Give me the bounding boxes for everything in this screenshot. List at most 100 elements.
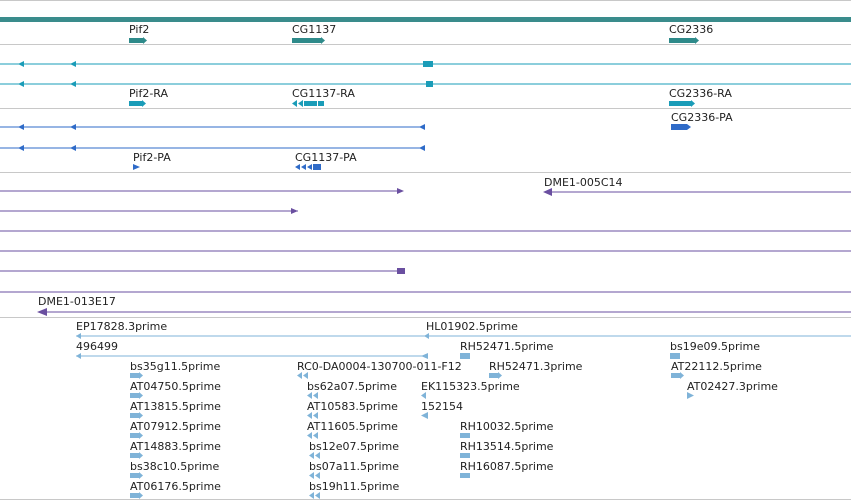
est-label[interactable]: RH10032.5prime	[460, 420, 554, 433]
est-feature[interactable]	[307, 432, 312, 439]
est-label[interactable]: bs62a07.5prime	[307, 380, 397, 393]
cds-label[interactable]: CG2336-PA	[671, 111, 733, 124]
est-label[interactable]: AT14883.5prime	[130, 440, 221, 453]
transcript-label[interactable]: CG2336-RA	[669, 87, 732, 100]
cds-feature[interactable]	[687, 124, 691, 130]
gene-feature[interactable]	[695, 37, 699, 44]
est-label[interactable]: EK115323.5prime	[421, 380, 520, 393]
est-label[interactable]: AT10583.5prime	[307, 400, 398, 413]
est-label[interactable]: RH13514.5prime	[460, 440, 554, 453]
est-label[interactable]: HL01902.5prime	[426, 320, 518, 333]
est-feature[interactable]	[671, 373, 680, 378]
est-feature[interactable]	[307, 392, 312, 399]
transcript-feature[interactable]	[129, 101, 142, 106]
est-feature[interactable]	[680, 372, 684, 379]
est-feature[interactable]	[315, 452, 320, 459]
gene-feature[interactable]	[669, 38, 695, 43]
est-feature[interactable]	[421, 392, 426, 399]
cds-feature[interactable]	[133, 164, 140, 170]
est-feature[interactable]	[139, 492, 143, 499]
cds-feature[interactable]	[313, 164, 321, 170]
gene-label[interactable]: Pif2	[129, 23, 150, 36]
est-label[interactable]: 152154	[421, 400, 463, 413]
est-label[interactable]: AT07912.5prime	[130, 420, 221, 433]
est-feature[interactable]	[130, 393, 139, 398]
transcript-feature[interactable]	[298, 100, 303, 107]
transcript-feature[interactable]	[304, 101, 317, 106]
est-feature[interactable]	[421, 412, 428, 419]
est-feature[interactable]	[309, 452, 314, 459]
est-label[interactable]: AT11605.5prime	[307, 420, 398, 433]
transcript-feature[interactable]	[292, 100, 297, 107]
est-feature[interactable]	[139, 452, 143, 459]
est-feature[interactable]	[315, 472, 320, 479]
cds-feature[interactable]	[295, 164, 300, 170]
est-label[interactable]: RH52471.3prime	[489, 360, 583, 373]
est-feature[interactable]	[315, 492, 320, 499]
est-label[interactable]: AT02427.3prime	[687, 380, 778, 393]
transcript-block[interactable]	[426, 81, 433, 87]
transcript-feature[interactable]	[318, 101, 324, 106]
est-feature[interactable]	[309, 472, 314, 479]
cds-label[interactable]: Pif2-PA	[133, 151, 171, 164]
est-feature[interactable]	[670, 353, 680, 359]
est-feature[interactable]	[130, 373, 139, 378]
est-label[interactable]: RH52471.5prime	[460, 340, 554, 353]
est-feature[interactable]	[139, 412, 143, 419]
est-feature[interactable]	[303, 372, 308, 379]
est-feature[interactable]	[489, 373, 498, 378]
est-label[interactable]: 496499	[76, 340, 118, 353]
est-feature[interactable]	[307, 412, 312, 419]
est-label[interactable]: EP17828.3prime	[76, 320, 168, 333]
est-label[interactable]: RC0-DA0004-130700-011-F12	[297, 360, 462, 373]
est-feature[interactable]	[130, 433, 139, 438]
est-feature[interactable]	[460, 473, 470, 478]
est-feature[interactable]	[130, 453, 139, 458]
cds-feature[interactable]	[301, 164, 306, 170]
est-feature[interactable]	[139, 392, 143, 399]
est-label[interactable]: AT06176.5prime	[130, 480, 221, 493]
est-label[interactable]: bs35g11.5prime	[130, 360, 221, 373]
est-feature[interactable]	[460, 433, 470, 438]
transcript-block[interactable]	[423, 61, 433, 67]
transcript-feature[interactable]	[669, 101, 691, 106]
gene-feature[interactable]	[143, 37, 147, 44]
est-feature[interactable]	[313, 392, 318, 399]
est-feature[interactable]	[139, 432, 143, 439]
est-feature[interactable]	[139, 372, 143, 379]
gene-feature[interactable]	[321, 37, 325, 44]
est-feature[interactable]	[498, 372, 502, 379]
est-label[interactable]: AT22112.5prime	[671, 360, 762, 373]
cds-label[interactable]: CG1137-PA	[295, 151, 357, 164]
transcript-feature[interactable]	[691, 100, 695, 107]
est-label[interactable]: bs38c10.5prime	[130, 460, 220, 473]
est-feature[interactable]	[460, 353, 470, 359]
est-feature[interactable]	[130, 473, 139, 478]
est-feature[interactable]	[460, 453, 470, 458]
cds-feature[interactable]	[671, 124, 687, 130]
est-label[interactable]: bs19h11.5prime	[309, 480, 400, 493]
transcript-label[interactable]: CG1137-RA	[292, 87, 355, 100]
est-feature[interactable]	[139, 472, 143, 479]
est-feature[interactable]	[309, 492, 314, 499]
est-label[interactable]: bs12e07.5prime	[309, 440, 400, 453]
clone-label[interactable]: DME1-005C14	[544, 176, 623, 189]
est-label[interactable]: bs07a11.5prime	[309, 460, 399, 473]
est-feature[interactable]	[297, 372, 302, 379]
est-label[interactable]: AT13815.5prime	[130, 400, 221, 413]
gene-label[interactable]: CG1137	[292, 23, 337, 36]
est-feature[interactable]	[313, 412, 318, 419]
est-feature[interactable]	[130, 493, 139, 498]
clone-block[interactable]	[397, 268, 405, 274]
est-label[interactable]: AT04750.5prime	[130, 380, 221, 393]
cds-feature[interactable]	[307, 164, 312, 170]
est-label[interactable]: bs19e09.5prime	[670, 340, 761, 353]
est-feature[interactable]	[687, 392, 694, 399]
gene-feature[interactable]	[292, 38, 321, 43]
est-feature[interactable]	[130, 413, 139, 418]
gene-feature[interactable]	[129, 38, 143, 43]
transcript-feature[interactable]	[142, 100, 146, 107]
est-label[interactable]: RH16087.5prime	[460, 460, 554, 473]
transcript-label[interactable]: Pif2-RA	[129, 87, 169, 100]
clone-label[interactable]: DME1-013E17	[38, 295, 116, 308]
